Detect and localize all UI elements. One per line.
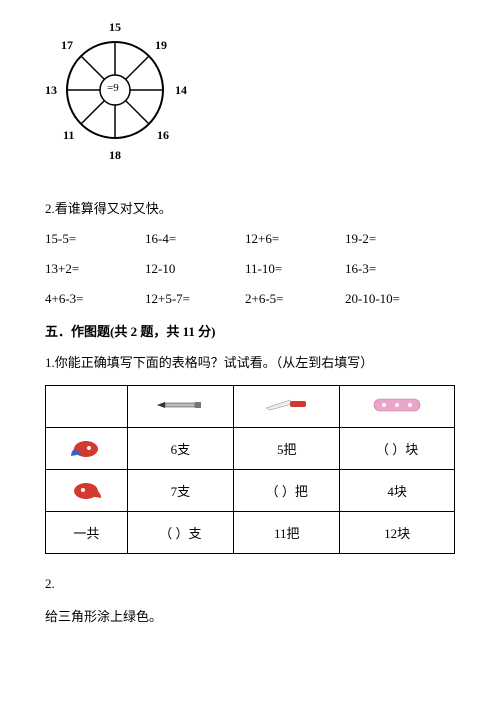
eq-cell: 4+6-3=: [45, 291, 145, 307]
table-cell: 7支: [127, 470, 233, 512]
eq-row-2: 4+6-3= 12+5-7= 2+6-5= 20-10-10=: [45, 291, 455, 307]
table-row: 一共 （ ）支 11把 12块: [46, 512, 455, 554]
number-wheel: =9 15 19 14 16 18 11 13 17: [45, 20, 195, 180]
header-knife-icon: [234, 386, 340, 428]
header-blank: [46, 386, 128, 428]
eq-cell: 20-10-10=: [345, 291, 445, 307]
eq-cell: 12-10: [145, 261, 245, 277]
eq-cell: 16-3=: [345, 261, 445, 277]
wheel-num-7: 17: [61, 38, 73, 53]
wheel-num-6: 13: [45, 83, 57, 98]
wheel-center: =9: [107, 82, 119, 94]
row0-icon: [46, 428, 128, 470]
table-cell: 6支: [127, 428, 233, 470]
wheel-num-4: 18: [109, 148, 121, 163]
table-row: 7支 （ ）把 4块: [46, 470, 455, 512]
section5-q2-label: 2.: [45, 576, 455, 592]
wheel-num-3: 16: [157, 128, 169, 143]
section5-title: 五．作图题(共 2 题，共 11 分): [45, 321, 455, 340]
table-cell: （ ）支: [127, 512, 233, 554]
table-row: 6支 5把 （ ）块: [46, 428, 455, 470]
worksheet-table: 6支 5把 （ ）块 7支 （ ）把 4块 一共 （ ）支 11把 12块: [45, 385, 455, 554]
table-cell: 12块: [340, 512, 455, 554]
table-header-row: [46, 386, 455, 428]
wheel-num-2: 14: [175, 83, 187, 98]
wheel-num-0: 15: [109, 20, 121, 35]
eq-cell: 2+6-5=: [245, 291, 345, 307]
wheel-num-1: 19: [155, 38, 167, 53]
row2-label: 一共: [46, 512, 128, 554]
table-cell: 4块: [340, 470, 455, 512]
section5-q1-prompt: 1.你能正确填写下面的表格吗？试试看。（从左到右填写）: [45, 352, 455, 371]
table-cell: （ ）把: [234, 470, 340, 512]
eq-cell: 15-5=: [45, 231, 145, 247]
q2-prompt: 2.看谁算得又对又快。: [45, 198, 455, 217]
table-cell: （ ）块: [340, 428, 455, 470]
wheel-num-5: 11: [63, 128, 74, 143]
eq-cell: 12+5-7=: [145, 291, 245, 307]
table-cell: 11把: [234, 512, 340, 554]
eq-cell: 19-2=: [345, 231, 445, 247]
header-eraser-icon: [340, 386, 455, 428]
eq-row-0: 15-5= 16-4= 12+6= 19-2=: [45, 231, 455, 247]
header-pen-icon: [127, 386, 233, 428]
eq-cell: 12+6=: [245, 231, 345, 247]
table-cell: 5把: [234, 428, 340, 470]
eq-row-1: 13+2= 12-10 11-10= 16-3=: [45, 261, 455, 277]
eq-cell: 13+2=: [45, 261, 145, 277]
section5-q2-prompt: 给三角形涂上绿色。: [45, 606, 455, 625]
eq-cell: 16-4=: [145, 231, 245, 247]
row1-icon: [46, 470, 128, 512]
eq-cell: 11-10=: [245, 261, 345, 277]
